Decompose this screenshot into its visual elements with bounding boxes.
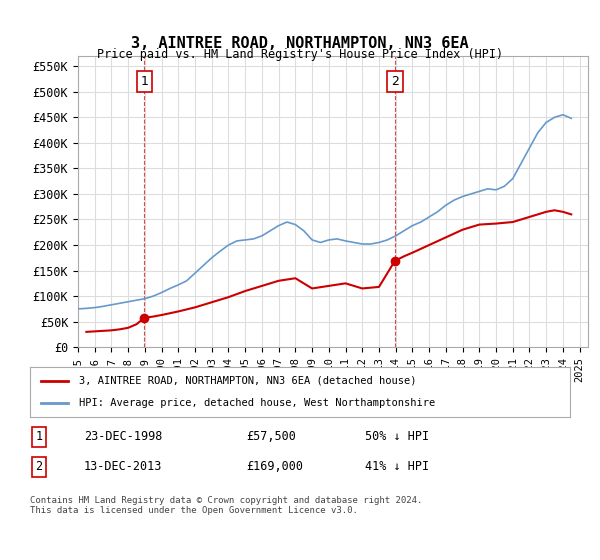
Text: 50% ↓ HPI: 50% ↓ HPI: [365, 431, 429, 444]
Text: 41% ↓ HPI: 41% ↓ HPI: [365, 460, 429, 473]
Text: 3, AINTREE ROAD, NORTHAMPTON, NN3 6EA: 3, AINTREE ROAD, NORTHAMPTON, NN3 6EA: [131, 36, 469, 52]
Text: Price paid vs. HM Land Registry's House Price Index (HPI): Price paid vs. HM Land Registry's House …: [97, 48, 503, 60]
Text: Contains HM Land Registry data © Crown copyright and database right 2024.
This d: Contains HM Land Registry data © Crown c…: [30, 496, 422, 515]
Text: 13-DEC-2013: 13-DEC-2013: [84, 460, 163, 473]
Text: £57,500: £57,500: [246, 431, 296, 444]
Text: 2: 2: [35, 460, 43, 473]
Text: 2: 2: [391, 75, 399, 88]
Text: 3, AINTREE ROAD, NORTHAMPTON, NN3 6EA (detached house): 3, AINTREE ROAD, NORTHAMPTON, NN3 6EA (d…: [79, 376, 416, 386]
Text: £169,000: £169,000: [246, 460, 303, 473]
Text: HPI: Average price, detached house, West Northamptonshire: HPI: Average price, detached house, West…: [79, 398, 435, 408]
Text: 1: 1: [140, 75, 148, 88]
Text: 23-DEC-1998: 23-DEC-1998: [84, 431, 163, 444]
Text: 1: 1: [35, 431, 43, 444]
